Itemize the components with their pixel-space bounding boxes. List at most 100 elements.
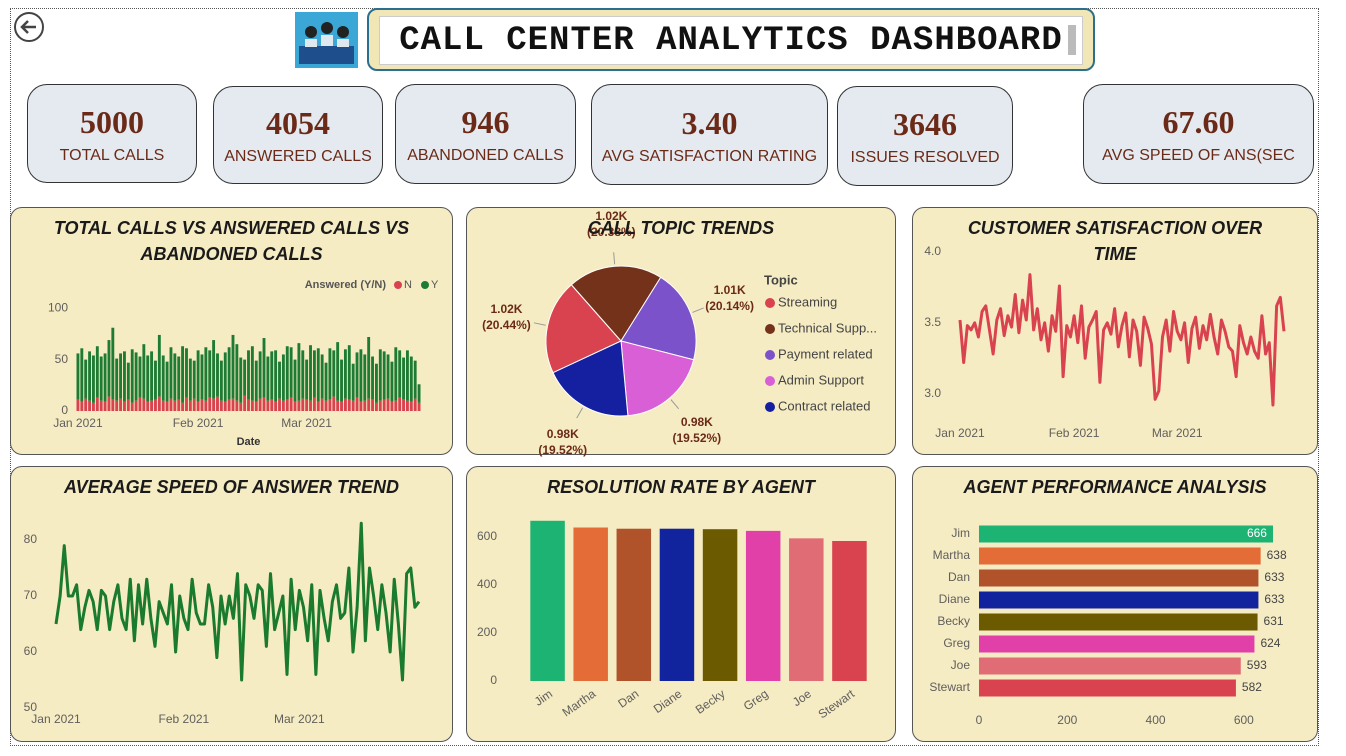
bar-segment	[374, 363, 378, 403]
bar-segment	[378, 349, 382, 401]
bar-segment	[258, 351, 262, 399]
y-tick-label: Joe	[951, 658, 971, 672]
bar-segment	[274, 401, 278, 411]
bar-segment	[223, 401, 227, 411]
bar-segment	[320, 354, 324, 399]
y-tick-label: 70	[24, 588, 38, 602]
kpi-value: 3.40	[681, 104, 738, 141]
bar-segment	[324, 362, 328, 401]
bar-segment	[239, 402, 243, 411]
bar-segment	[328, 399, 332, 411]
bar-segment	[309, 345, 312, 401]
x-tick-label: Greg	[741, 687, 771, 714]
bar-segment	[111, 327, 115, 400]
bar-segment	[343, 398, 347, 411]
x-tick-label: Diane	[651, 686, 685, 716]
bar-segment	[161, 400, 165, 411]
bar-segment	[386, 354, 390, 399]
bar-segment	[146, 355, 150, 402]
chart-title: AGENT PERFORMANCE ANALYSIS	[963, 477, 1267, 497]
bar-segment	[278, 361, 281, 399]
bar-segment	[336, 342, 340, 401]
data-label: 633	[1264, 592, 1284, 606]
bar-segment	[390, 401, 394, 411]
bar-segment	[316, 348, 320, 402]
bar-segment	[130, 402, 134, 411]
x-axis-title: Date	[237, 436, 261, 448]
data-label: 1.02K (20.44%)	[482, 302, 531, 333]
bar-segment	[328, 348, 332, 400]
bar-segment	[343, 349, 347, 399]
bar-segment	[285, 399, 289, 411]
bar	[979, 547, 1261, 565]
bar-segment	[382, 351, 386, 400]
y-tick-label: Martha	[933, 548, 971, 562]
bar-segment	[115, 400, 119, 411]
bar-segment	[169, 398, 173, 411]
data-label: 638	[1267, 548, 1287, 562]
chart-title: RESOLUTION RATE BY AGENT	[547, 477, 815, 497]
bar-segment	[95, 346, 99, 398]
bar	[979, 679, 1236, 697]
y-tick-label: Stewart	[929, 680, 970, 694]
bar-segment	[107, 340, 111, 397]
x-tick-label: 0	[976, 713, 983, 727]
bar-segment	[390, 361, 394, 402]
bar-segment	[278, 398, 281, 411]
bar-segment	[367, 398, 371, 411]
bar-segment	[76, 399, 80, 411]
data-label: 1.01K (20.14%)	[705, 282, 754, 313]
y-tick-label: Becky	[937, 614, 970, 628]
bar-segment	[305, 359, 309, 400]
y-tick-label: 80	[24, 532, 38, 546]
bar	[979, 591, 1259, 609]
bar-segment	[239, 357, 243, 403]
bar-segment	[340, 401, 343, 411]
legend-title: Answered (Y/N)	[305, 279, 387, 291]
bar-segment	[262, 338, 266, 398]
bar-segment	[378, 400, 382, 411]
legend-swatch	[765, 298, 775, 308]
data-label: 593	[1247, 658, 1267, 672]
bar-segment	[254, 401, 258, 411]
pie-slice	[570, 265, 662, 342]
bar-segment	[150, 351, 154, 401]
y-tick-label: 400	[477, 577, 497, 591]
chart-panel: CUSTOMER SATISFACTION OVER TIME 3.0 3.5 4.0…	[912, 207, 1318, 455]
kpi-value: 4054	[266, 105, 330, 141]
bar-segment	[247, 399, 250, 411]
bar-segment	[165, 361, 169, 402]
bar-segment	[200, 354, 204, 400]
bar-segment	[84, 398, 88, 411]
bar-segment	[111, 399, 115, 411]
x-tick-label: 600	[1234, 713, 1254, 727]
back-button[interactable]	[12, 11, 46, 45]
line	[958, 273, 1286, 407]
bar-segment	[402, 399, 405, 411]
bar-segment	[417, 384, 421, 403]
bar-segment	[99, 400, 103, 411]
x-tick-label: Jan 2021	[53, 416, 103, 430]
bar-segment	[312, 397, 316, 411]
leader-line	[533, 322, 546, 326]
bar-segment	[200, 399, 204, 411]
bar-segment	[208, 350, 212, 398]
x-tick-label: Mar 2021	[1152, 426, 1203, 440]
bar-segment	[355, 352, 359, 398]
bar-segment	[413, 398, 417, 411]
bar-segment	[219, 360, 223, 401]
legend-label: Contract related	[778, 398, 871, 413]
y-tick-label: Diane	[939, 592, 971, 606]
legend-swatch	[421, 281, 429, 289]
bar-segment	[138, 356, 142, 398]
bar-segment	[316, 401, 320, 411]
title-card: CALL CENTER ANALYTICS DASHBOARD	[367, 8, 1095, 71]
bar-segment	[216, 396, 219, 411]
bar-segment	[142, 398, 146, 411]
bar-segment	[305, 399, 309, 411]
bar	[979, 613, 1258, 631]
bar-segment	[309, 400, 312, 411]
x-tick-label: Feb 2021	[159, 712, 210, 726]
data-label: 633	[1264, 570, 1284, 584]
bar-segment	[231, 334, 235, 399]
